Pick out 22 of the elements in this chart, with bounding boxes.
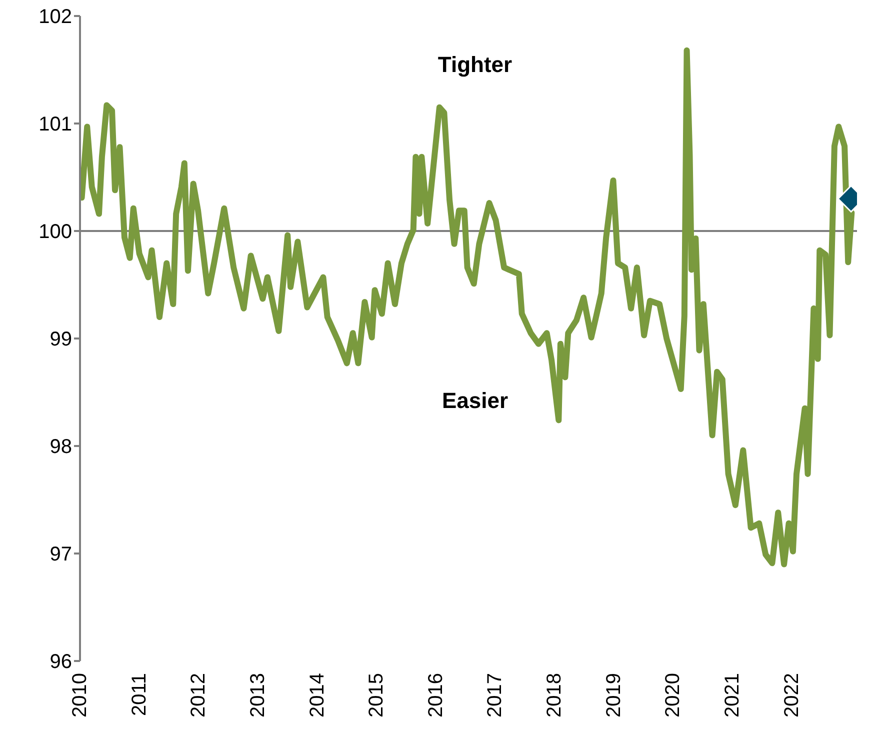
- y-tick-label: 99: [50, 328, 72, 351]
- x-tick-label: 2016: [424, 673, 447, 718]
- y-tick-label: 100: [38, 221, 72, 244]
- x-tick-label: 2010: [69, 673, 91, 718]
- x-tick-label: 2017: [484, 673, 506, 718]
- x-tick-label: 2014: [306, 673, 328, 718]
- x-tick-label: 2019: [602, 673, 625, 718]
- x-tick-label: 2015: [366, 673, 388, 718]
- y-tick-label: 101: [38, 114, 72, 136]
- y-tick-label: 102: [38, 6, 72, 28]
- x-tick-label: 2012: [188, 673, 210, 718]
- y-tick-label: 96: [50, 651, 72, 674]
- x-tick-label: 2020: [662, 673, 684, 718]
- x-tick-label: 2011: [128, 673, 150, 716]
- x-tick-label: 2018: [544, 673, 566, 718]
- y-tick-label: 98: [50, 436, 72, 458]
- x-tick-label: 2021: [721, 673, 744, 718]
- y-tick-label: 97: [50, 544, 72, 566]
- annotation: Tighter: [438, 52, 512, 78]
- annotation: Easier: [442, 388, 508, 414]
- x-tick-label: 2022: [780, 673, 803, 718]
- x-tick-label: 2013: [246, 673, 269, 718]
